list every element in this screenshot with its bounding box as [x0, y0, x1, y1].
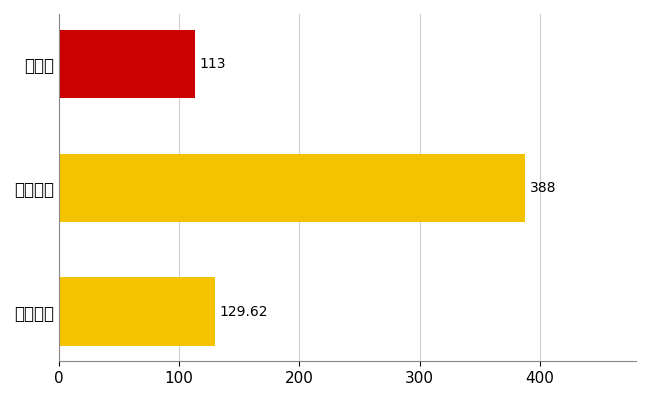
Bar [58, 30, 194, 98]
Text: 113: 113 [200, 57, 226, 71]
Text: 388: 388 [530, 181, 557, 195]
Bar [58, 154, 525, 222]
Text: 129.62: 129.62 [220, 304, 268, 318]
Bar [58, 278, 214, 346]
